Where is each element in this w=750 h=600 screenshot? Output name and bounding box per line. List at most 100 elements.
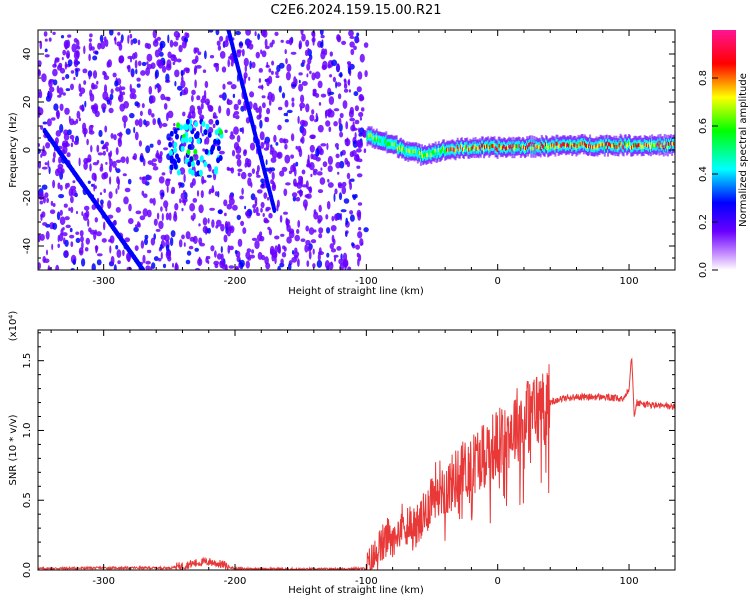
echo-band-core xyxy=(562,142,565,147)
spectrogram-cell xyxy=(235,154,242,160)
spectrogram-cell xyxy=(195,65,202,69)
spectrogram-cell xyxy=(115,207,121,213)
spectrogram-cell xyxy=(139,155,145,163)
spectrogram-cell xyxy=(320,143,327,147)
spectrogram-cell xyxy=(361,131,366,137)
echo-band-core xyxy=(522,145,525,150)
spectrogram-cell xyxy=(299,102,306,109)
spectrogram-cell xyxy=(328,126,332,133)
spectrogram-cell xyxy=(160,42,163,51)
spectrogram-cell xyxy=(250,193,256,201)
spectrogram-cell xyxy=(96,144,100,153)
spectrogram-cell xyxy=(265,159,268,166)
spectrogram-cell xyxy=(163,147,169,151)
spectrogram-cell xyxy=(241,187,244,195)
spectrogram-cell xyxy=(65,74,70,79)
spectrogram-cell xyxy=(229,225,235,234)
spectrogram-cell xyxy=(141,176,147,185)
spectrogram-cell xyxy=(312,263,316,269)
spectrogram-cell xyxy=(331,234,335,243)
spectrogram-cell xyxy=(152,166,159,171)
spectrogram-cell xyxy=(149,143,154,148)
spectrogram-cell xyxy=(161,65,167,73)
echo-band-core xyxy=(673,141,675,146)
echo-band-core xyxy=(597,143,600,148)
x-tick-label: 100 xyxy=(619,576,638,587)
spectrogram-cell xyxy=(284,99,289,108)
spectrogram-cell xyxy=(181,40,187,49)
spectrogram-cell xyxy=(308,250,312,260)
echo-band-core xyxy=(633,143,636,148)
spectrogram-cell xyxy=(267,226,271,231)
spectrogram-cell xyxy=(123,101,129,109)
spectrogram-cell xyxy=(163,200,169,209)
spectrogram-cell xyxy=(251,237,258,241)
spectrogram-cell xyxy=(192,198,198,203)
spectrogram-cell xyxy=(113,134,117,141)
spectrogram-cell xyxy=(81,211,84,217)
spectrogram-cell xyxy=(88,42,93,52)
echo-band-core xyxy=(475,146,478,151)
spectrogram-cell xyxy=(42,121,48,125)
spectrogram-cell xyxy=(309,134,316,139)
spectrogram-cell xyxy=(89,33,93,38)
spectrogram-cell xyxy=(191,178,196,186)
spectrogram-cell xyxy=(229,134,235,140)
spectrogram-cluster-cell xyxy=(216,145,221,152)
spectrogram-cell xyxy=(88,53,91,62)
spectrogram-cell xyxy=(324,260,330,269)
spectrogram-cell xyxy=(146,53,153,62)
spectrogram-cell xyxy=(312,88,317,93)
spectrogram-cell xyxy=(235,265,239,270)
spectrogram-cell xyxy=(237,99,242,106)
spectrogram-cell xyxy=(222,83,226,90)
spectrogram-cell xyxy=(259,231,263,237)
spectrogram-cell xyxy=(283,138,286,144)
colorbar: 0.0 0.2 0.4 0.6 0.8 Normalized spectral ampl… xyxy=(698,30,749,278)
echo-band-core xyxy=(645,143,648,148)
echo-band-core xyxy=(577,141,580,146)
spectrogram-cell xyxy=(317,189,324,194)
spectrogram-cell xyxy=(278,248,281,254)
echo-band-core xyxy=(543,145,546,150)
spectrogram-cluster-cell xyxy=(185,118,190,125)
spectrogram-cell xyxy=(51,243,54,251)
spectrogram-cell xyxy=(311,109,315,115)
spectrogram-cell xyxy=(58,156,62,164)
spectrogram-cell xyxy=(179,182,185,188)
spectrogram-cell xyxy=(129,83,132,93)
echo-band-core xyxy=(546,143,548,148)
spectrogram-cell xyxy=(39,40,43,50)
spectrogram-cell xyxy=(79,230,84,237)
spectrogram-cell xyxy=(305,103,310,113)
spectrogram-cell xyxy=(266,61,269,68)
spectrogram-cell xyxy=(247,172,252,177)
spectrogram-cell xyxy=(341,181,347,187)
spectrogram-cell xyxy=(257,251,263,260)
spectrogram-cell xyxy=(347,266,352,270)
echo-band-core xyxy=(458,147,461,152)
spectrogram-cell xyxy=(329,74,333,78)
spectrogram-cell xyxy=(67,129,72,136)
spectrogram-cell xyxy=(349,106,354,115)
spectrogram-cell xyxy=(94,51,99,55)
spectrogram-cell xyxy=(184,32,188,38)
echo-band-core xyxy=(520,145,523,150)
echo-band-core xyxy=(620,142,623,147)
spectrogram-cell xyxy=(291,83,297,87)
spectrogram-cell xyxy=(94,245,99,251)
spectrogram-cell xyxy=(258,105,262,115)
spectrogram-cell xyxy=(178,44,183,53)
spectrogram-cell xyxy=(316,259,323,268)
spectrogram-cell xyxy=(249,254,255,259)
spectrogram-cell xyxy=(208,30,214,33)
spectrogram-cell xyxy=(357,202,363,206)
spectrogram-cell xyxy=(328,91,335,96)
spectrogram-cell xyxy=(90,145,93,153)
spectrogram-cell xyxy=(62,49,67,56)
spectrogram-cell xyxy=(115,188,118,195)
spectrogram-cell xyxy=(237,172,241,177)
spectrogram-cell xyxy=(291,101,295,108)
spectrogram-cell xyxy=(156,36,161,41)
